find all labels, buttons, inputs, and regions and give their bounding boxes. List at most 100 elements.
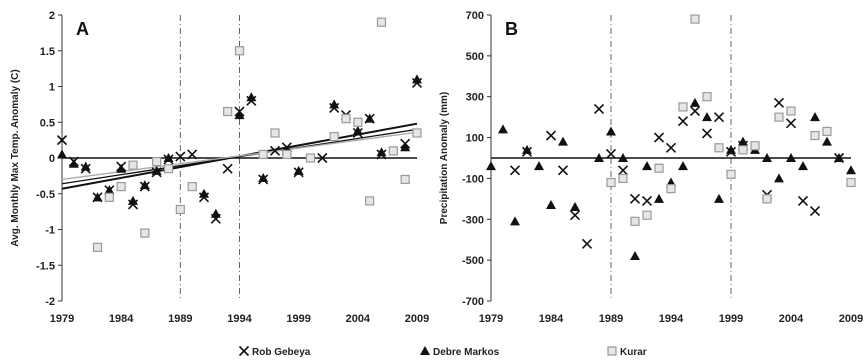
data-point-kurar (654, 163, 664, 173)
data-point-kurar (726, 169, 736, 179)
data-point-debre (104, 185, 115, 195)
legend-marker (607, 346, 617, 356)
data-point-rob (617, 165, 629, 176)
data-point-debre (68, 158, 79, 168)
data-point-debre (151, 165, 162, 175)
legend-marker (420, 346, 430, 355)
x-tick-label: 1994 (659, 313, 684, 325)
data-point-rob (653, 132, 665, 143)
data-point-debre (139, 180, 150, 190)
data-point-debre (570, 202, 580, 212)
data-point-rob (222, 163, 233, 174)
data-point-debre (510, 216, 520, 226)
data-point-rob (557, 165, 569, 176)
legend-label: Rob Gebeya (252, 347, 311, 358)
data-point-debre (400, 142, 411, 152)
data-point-debre (364, 113, 375, 123)
data-point-kurar (234, 46, 245, 56)
data-point-kurar (341, 114, 351, 124)
data-point-kurar (678, 102, 688, 112)
data-point-debre (594, 153, 604, 162)
data-point-kurar (810, 130, 820, 141)
data-point-debre (258, 173, 269, 183)
y-tick-label: 2 (49, 10, 55, 22)
data-point-rob (713, 112, 725, 123)
data-point-kurar (116, 182, 126, 192)
data-point-kurar (738, 145, 748, 155)
data-point-debre (234, 110, 245, 120)
y-tick-label: -100 (462, 173, 484, 185)
data-point-kurar (152, 156, 162, 167)
panel-a: -2 -1.5 -1 -0.5 0 0.5 1 1.5 2 1979 1984 1989 1994 199… (10, 10, 429, 325)
x-tick-label: 1994 (227, 313, 252, 325)
data-point-kurar (690, 14, 700, 24)
data-point-debre (546, 199, 556, 209)
y-tick-label: 0.5 (40, 117, 55, 129)
data-point-rob (269, 145, 281, 156)
data-point-kurar (282, 149, 292, 160)
data-point-debre (834, 153, 844, 162)
data-point-rob (677, 116, 689, 127)
data-point-debre (80, 161, 91, 171)
data-point-kurar (618, 173, 628, 184)
data-point-kurar (846, 177, 856, 188)
data-point-kurar (388, 146, 398, 156)
legend-label: Kurar (620, 347, 647, 358)
data-point-kurar (329, 131, 339, 142)
panel-b: -700 -500 -300 -100 100 300 500 700 1979 1984 1989… (439, 10, 863, 325)
y-axis-label: Avg. Monthly Max Temp. Anomaly (C) (10, 69, 21, 246)
data-point-debre (163, 153, 174, 162)
data-point-debre (246, 92, 257, 102)
x-tick-label: 1979 (50, 313, 74, 325)
legend-marker (238, 345, 250, 357)
data-point-kurar (750, 141, 760, 151)
y-tick-label: 1.5 (40, 46, 55, 58)
data-point-debre (57, 149, 67, 159)
x-tick-label: 1984 (109, 313, 134, 325)
data-point-debre (116, 163, 127, 173)
x-tick-label: 2004 (346, 313, 371, 325)
data-point-kurar (376, 17, 387, 27)
data-point-debre (726, 144, 736, 154)
data-point-kurar (630, 216, 640, 226)
y-tick-label: 100 (466, 133, 484, 145)
y-tick-label: -1 (45, 225, 55, 237)
data-point-kurar (400, 174, 410, 185)
y-tick-label: -0.5 (36, 189, 55, 201)
data-point-debre (486, 161, 496, 171)
data-point-debre (558, 136, 568, 146)
data-point-kurar (128, 160, 138, 170)
data-point-kurar (104, 192, 114, 202)
data-point-rob (175, 151, 186, 162)
data-point-kurar (353, 117, 363, 127)
data-point-debre (786, 153, 796, 162)
data-point-rob (809, 206, 821, 217)
data-point-kurar (140, 228, 150, 238)
y-tick-label: -500 (462, 255, 484, 267)
y-tick-label: 700 (466, 10, 484, 22)
data-point-debre (92, 192, 103, 202)
data-point-kurar (606, 177, 616, 188)
x-tick-label: 2004 (779, 313, 804, 325)
y-tick-label: 0 (49, 153, 55, 165)
x-tick-label: 1979 (479, 313, 503, 325)
data-point-rob (569, 210, 581, 221)
y-tick-label: 300 (466, 92, 484, 104)
data-point-rob (665, 142, 677, 153)
data-point-debre (762, 153, 772, 162)
data-point-rob (689, 105, 701, 117)
data-point-rob (701, 128, 713, 139)
data-point-rob (187, 149, 198, 160)
data-point-debre (498, 124, 508, 134)
data-point-debre (376, 147, 387, 157)
data-point-kurar (666, 184, 676, 194)
data-point-debre (690, 97, 700, 107)
data-point-debre (293, 165, 304, 175)
data-point-kurar (762, 194, 772, 204)
data-point-debre (822, 136, 832, 146)
data-point-debre (714, 193, 724, 203)
panel-label: A (76, 19, 89, 39)
data-point-kurar (714, 143, 724, 153)
legend: Rob Gebeya Debre Markos Kurar (238, 345, 647, 358)
